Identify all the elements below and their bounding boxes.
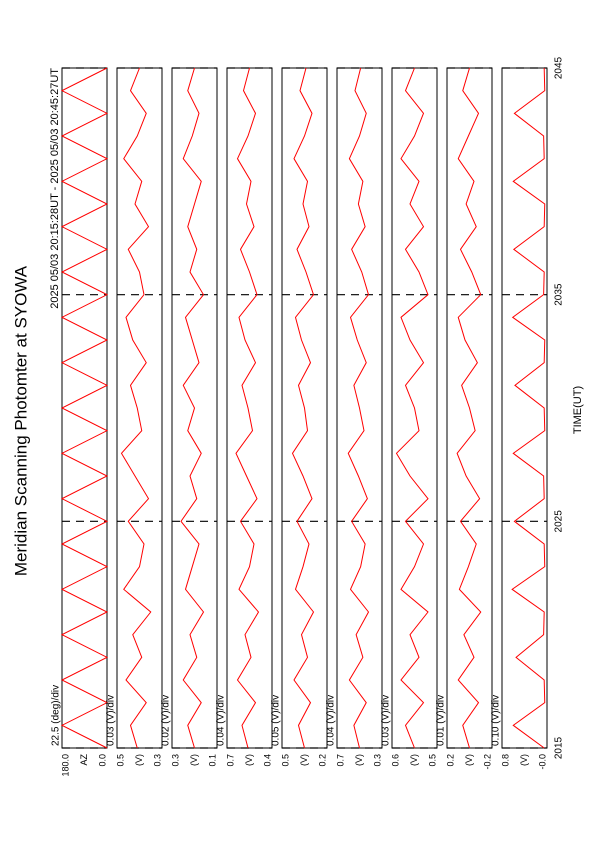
series-line: [347, 67, 370, 749]
y-tick-label: 0.3: [152, 754, 162, 767]
y-tick-label: 0.7: [225, 754, 235, 767]
y-tick-label: 0.7: [335, 754, 345, 767]
y-axis-label: (V): [189, 754, 199, 766]
rotated-plot: Meridian Scanning Photomter at SYOWA 202…: [11, 56, 583, 776]
series-line: [291, 67, 315, 749]
y-axis-label: AZ: [79, 754, 89, 766]
y-tick-label: 0.5: [115, 754, 125, 767]
y-tick-label: 0.2: [317, 754, 327, 767]
y-tick-label: 0.3: [170, 754, 180, 767]
y-tick-label: 0.8: [500, 754, 510, 767]
x-tick-label: 2035: [554, 283, 565, 306]
series-line: [120, 67, 152, 749]
scale-label: 0.04 (V)/div: [326, 695, 337, 746]
y-axis-label: (V): [519, 754, 529, 766]
y-axis-label: (V): [134, 754, 144, 766]
x-tick-label: 2025: [554, 510, 565, 533]
y-tick-label: 0.6: [390, 754, 400, 767]
panel-frame: [116, 67, 163, 749]
scale-label: 0.04 (V)/div: [216, 695, 227, 746]
scale-label: 0.05 (V)/div: [271, 695, 282, 746]
y-axis-label: (V): [299, 754, 309, 766]
y-tick-label: 0.5: [280, 754, 290, 767]
series-line: [60, 67, 109, 749]
x-tick-label: 2015: [554, 736, 565, 759]
y-tick-label: -0.0: [537, 754, 547, 770]
x-axis-label: TIME(UT): [572, 386, 584, 434]
y-tick-label: 0.3: [372, 754, 382, 767]
y-tick-label: -0.2: [482, 754, 492, 770]
scale-label: 0.10 (V)/div: [491, 695, 502, 746]
x-tick-label: 2045: [554, 56, 565, 79]
series-line: [180, 67, 205, 749]
y-tick-label: 0.1: [207, 754, 217, 767]
series-line: [395, 67, 429, 749]
y-tick-label: 0.5: [427, 754, 437, 767]
scale-label: 22.5 (deg)/div: [51, 685, 62, 746]
scale-label: 0.03 (V)/div: [381, 695, 392, 746]
y-axis-label: (V): [354, 754, 364, 766]
series-line: [511, 67, 546, 749]
panel-frame: [501, 67, 548, 749]
y-tick-label: 0.4: [262, 754, 272, 767]
scale-label: 0.01 (V)/div: [436, 695, 447, 746]
series-line: [456, 67, 482, 749]
chart-subtitle: 2025 05/03 20:15:28UT - 2025 05/03 20:45…: [49, 68, 61, 309]
y-tick-label: 0.0: [97, 754, 107, 767]
scale-label: 0.03 (V)/div: [106, 695, 117, 746]
scale-label: 0.02 (V)/div: [161, 695, 172, 746]
panel-frame: [226, 67, 273, 749]
y-axis-label: (V): [409, 754, 419, 766]
y-axis-label: (V): [244, 754, 254, 766]
chart-title: Meridian Scanning Photomter at SYOWA: [11, 265, 30, 576]
y-axis-label: (V): [464, 754, 474, 766]
y-tick-label: 180.0: [60, 754, 70, 777]
y-tick-label: 0.2: [445, 754, 455, 767]
series-line: [235, 67, 260, 749]
